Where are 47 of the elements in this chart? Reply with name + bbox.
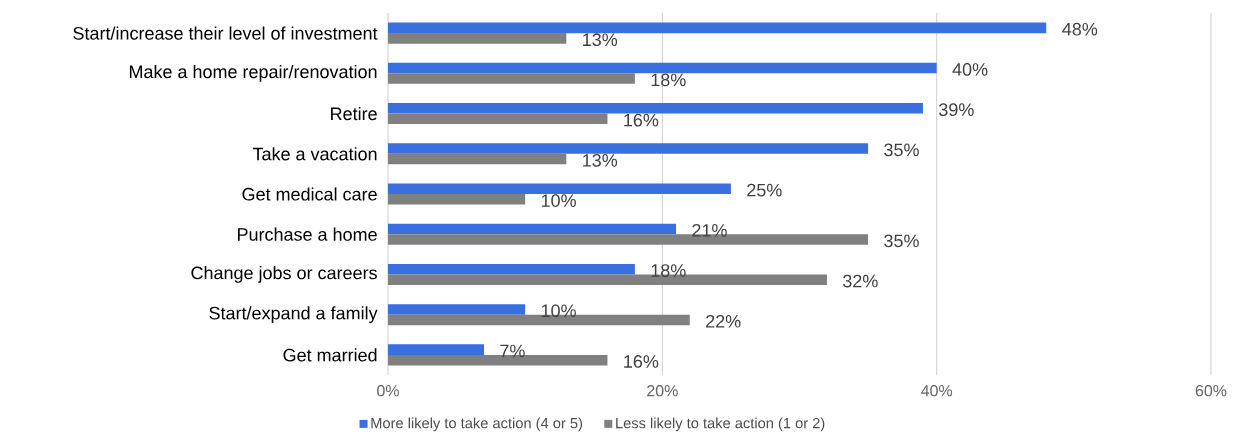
bar	[388, 344, 485, 355]
data-label: 39%	[939, 103, 974, 116]
bar	[388, 143, 869, 154]
y-tick-label: Start/increase their level of investment	[73, 26, 378, 40]
y-tick-label: Change jobs or careers	[191, 266, 377, 283]
data-label: 22%	[706, 314, 741, 328]
data-label: 18%	[651, 73, 686, 87]
legend-label: Less likely to take action (1 or 2)	[616, 417, 825, 432]
y-tick-label: Get married	[283, 348, 377, 362]
y-tick-label: Get medical care	[242, 187, 377, 201]
bar	[388, 73, 635, 84]
y-tick-label: Retire	[331, 106, 377, 121]
data-label: 13%	[583, 33, 618, 47]
x-tick-label: 0%	[377, 385, 399, 397]
y-tick-label: Make a home repair/renovation	[129, 64, 377, 82]
bar	[388, 183, 731, 195]
y-tick-label: Take a vacation	[252, 147, 377, 161]
data-label: 35%	[884, 234, 919, 248]
data-label: 7%	[500, 344, 525, 358]
data-label: 13%	[583, 154, 618, 167]
data-label: 16%	[624, 113, 659, 127]
data-label: 10%	[541, 194, 576, 207]
data-label: 25%	[747, 183, 782, 197]
bar	[388, 103, 923, 114]
bar	[388, 22, 1047, 34]
data-label: 16%	[624, 355, 659, 368]
data-label: 48%	[1062, 22, 1098, 36]
y-tick-label: Purchase a home	[238, 227, 377, 241]
bar	[388, 304, 526, 315]
bar	[388, 62, 937, 74]
bar	[388, 153, 567, 165]
data-label: 21%	[692, 223, 727, 237]
bar	[388, 113, 608, 125]
data-label: 10%	[541, 304, 576, 318]
data-label: 18%	[651, 264, 686, 277]
bar	[388, 33, 567, 44]
data-label: 35%	[884, 143, 919, 157]
data-label: 32%	[843, 274, 878, 288]
x-tick-label: 40%	[921, 385, 953, 397]
x-tick-label: 60%	[1195, 385, 1227, 397]
bar	[388, 223, 677, 235]
legend-label: More likely to take action (4 or 5)	[371, 417, 583, 432]
data-label: 40%	[952, 63, 988, 76]
bar	[388, 193, 526, 205]
x-tick-label: 20%	[647, 385, 678, 397]
y-tick-label: Start/expand a family	[209, 306, 378, 324]
bar	[388, 263, 635, 275]
